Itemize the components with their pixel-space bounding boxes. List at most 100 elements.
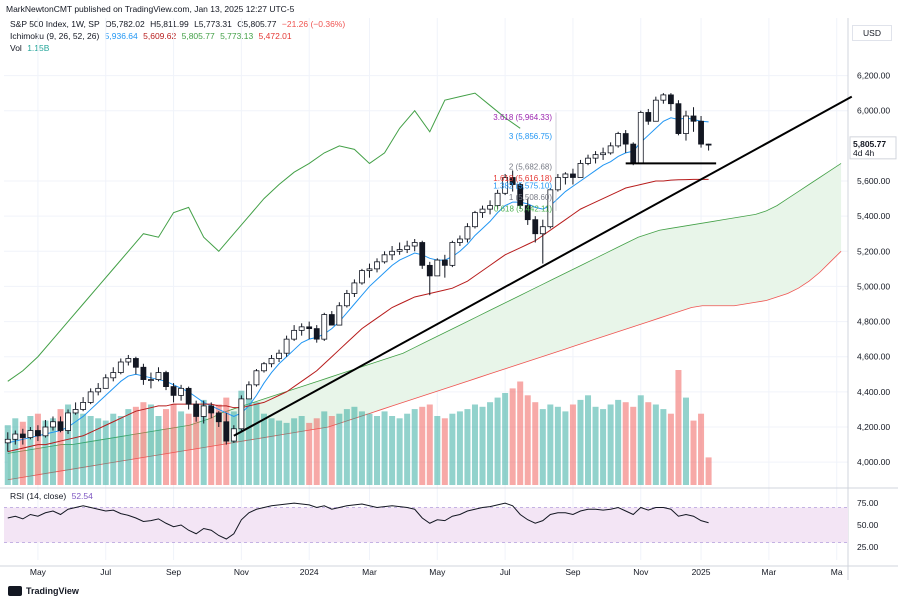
volume-bar (667, 413, 674, 485)
volume-label: Vol (10, 43, 22, 53)
volume-bar (343, 409, 350, 485)
volume-bar (705, 457, 712, 485)
price-tick-label: 5,000.00 (857, 281, 890, 291)
fib-level-label: 2 (5,682.68) (509, 162, 552, 171)
ichimoku-lagging-value: 5,805.77 (181, 31, 215, 41)
price-tick-label: 6,000.00 (857, 106, 890, 116)
volume-bar (230, 411, 237, 485)
candle-body (509, 177, 516, 185)
volume-bar (554, 406, 561, 485)
axes: 4,000.00 4,200.00 4,400.00 4,600.00 4,800.00… (30, 71, 890, 577)
volume-bar (163, 409, 170, 485)
candle-body (547, 189, 554, 228)
price-tick-label: 5,200.00 (857, 246, 890, 256)
candle-body (50, 421, 56, 428)
volume-bar (65, 404, 72, 485)
volume-bar (358, 411, 365, 485)
candle-body (261, 363, 267, 372)
senkou-b-line (7, 251, 842, 481)
candle-body (140, 366, 147, 380)
volume-bar (117, 416, 124, 485)
rsi-legend[interactable]: RSI (14, close) 52.54 (10, 491, 96, 501)
volume-bar (313, 418, 320, 485)
volume-bar (366, 413, 373, 485)
candle-body (276, 352, 282, 359)
candle-body (57, 421, 64, 431)
candle-body (306, 326, 313, 330)
ichimoku-cloud (7, 163, 842, 481)
drawn-lines (233, 95, 853, 437)
candle-body (313, 328, 320, 340)
candle-body (328, 314, 335, 326)
cloud-fill (7, 163, 842, 480)
candle-body (155, 372, 162, 380)
volume-bar (607, 404, 614, 485)
time-tick-label: Nov (234, 567, 250, 577)
ichimoku-legend[interactable]: Ichimoku (9, 26, 52, 26) 5,936.64 5,609.… (10, 31, 295, 41)
volume-bar (87, 416, 94, 485)
rsi-band (4, 507, 848, 543)
time-tick-label: Sep (565, 567, 580, 577)
symbol-legend[interactable]: S&P 500 Index, 1W, SP O5,782.02 H5,811.9… (10, 19, 348, 29)
rsi-line (7, 502, 709, 540)
candle-body (4, 438, 11, 444)
price-badge-box (849, 136, 897, 160)
candle-body (577, 163, 584, 178)
candle-body (298, 326, 305, 331)
candle-body (705, 143, 712, 146)
price-tick-label: 4,200.00 (857, 422, 890, 432)
time-tick-label: Mar (762, 567, 777, 577)
rsi-pane (4, 502, 848, 543)
candle-body (419, 242, 426, 266)
change-value: −21.26 (−0.36%) (281, 19, 346, 29)
time-tick-label: Nov (633, 567, 649, 577)
fib-level-label: 1.618 (5,616.18) (493, 174, 552, 183)
senkou-a-line (7, 163, 842, 454)
volume-bar (411, 409, 418, 485)
time-tick-label: 2025 (692, 567, 711, 577)
volume-bar (110, 413, 117, 485)
volume-bar (95, 418, 102, 485)
volume-bar (532, 402, 539, 485)
rsi-tick-label: 25.00 (857, 542, 879, 552)
volume-bar (524, 395, 531, 485)
volume-bar (502, 393, 509, 485)
brand-footer[interactable]: TradingView (8, 586, 79, 596)
volume-bar (140, 402, 147, 485)
ichimoku-base-value: 5,609.62 (143, 31, 177, 41)
candle-body (517, 184, 524, 207)
candle-body (630, 143, 637, 164)
time-tick-label: Jul (100, 567, 111, 577)
ichimoku-label: Ichimoku (9, 26, 52, 26) (10, 31, 100, 41)
fib-level-label: 3.618 (5,964.33) (493, 113, 552, 122)
candles (4, 93, 712, 452)
volume-bar (698, 413, 705, 485)
volume-bar (298, 416, 305, 485)
publisher-line: MarkNewtonCMT published on TradingView.c… (6, 4, 295, 14)
volume-bar (389, 416, 396, 485)
candle-body (366, 268, 373, 272)
candle-body (472, 212, 478, 228)
time-tick-label: May (30, 567, 47, 577)
candle-body (125, 358, 132, 363)
candle-body (87, 391, 94, 403)
candle-body (215, 412, 222, 423)
candle-body (449, 242, 456, 266)
rsi-label: RSI (14, close) (10, 491, 67, 501)
candle-body (562, 173, 569, 178)
close-value: C5,805.77 (237, 19, 277, 29)
currency-button[interactable]: USD (852, 25, 892, 41)
candle-body (426, 264, 433, 277)
volume-bar (456, 411, 463, 485)
volume-bar (19, 421, 26, 485)
volume-bar (637, 395, 644, 485)
volume-bar (178, 411, 185, 485)
volume-bar (449, 413, 456, 485)
candle-body (645, 112, 652, 122)
candle-body (441, 259, 448, 266)
rsi-tick-label: 75.00 (857, 498, 879, 508)
time-tick-label: May (429, 567, 446, 577)
volume-bar (464, 409, 471, 485)
